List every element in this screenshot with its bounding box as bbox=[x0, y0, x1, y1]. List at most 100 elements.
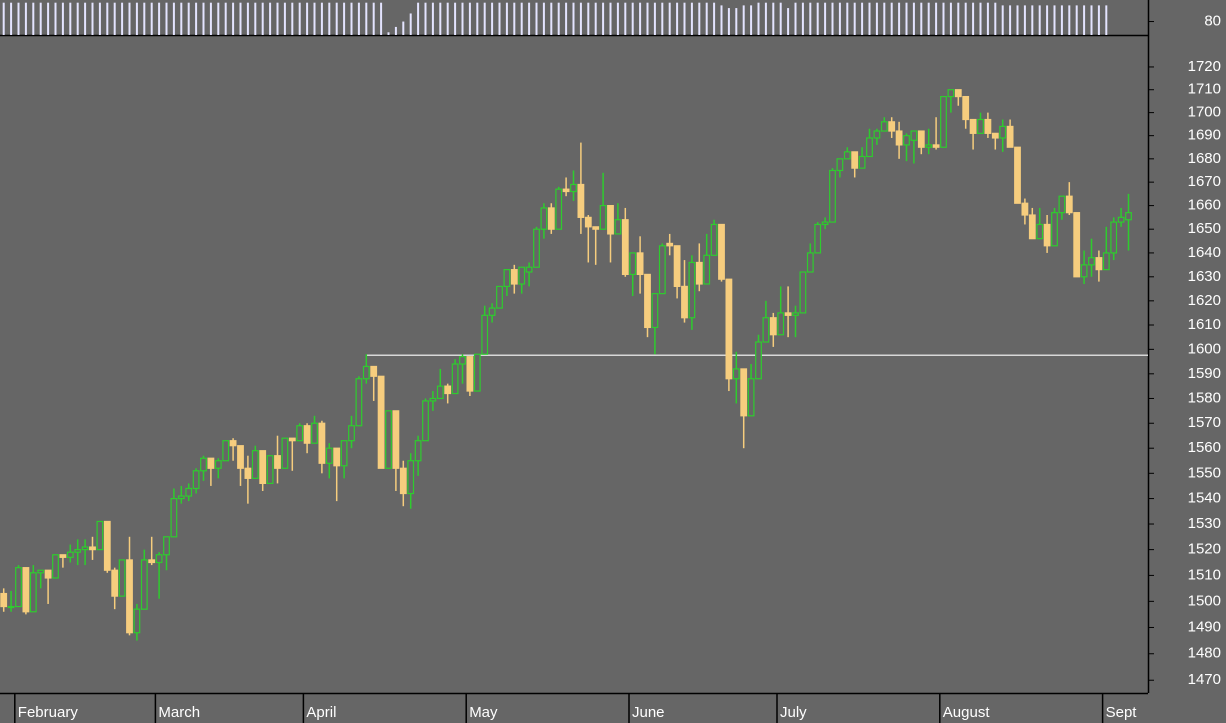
y-tick-label: 1550 bbox=[1188, 464, 1221, 481]
candle-body bbox=[533, 228, 540, 268]
indicator-bar bbox=[861, 2, 864, 36]
candle-body bbox=[925, 144, 933, 148]
candle-body bbox=[259, 450, 267, 484]
candle-body bbox=[607, 204, 614, 235]
candle-body bbox=[59, 554, 67, 558]
y-tick-label: 1520 bbox=[1188, 541, 1221, 558]
candle-body bbox=[843, 151, 851, 160]
y-tick-label: 1630 bbox=[1188, 268, 1221, 285]
indicator-bar bbox=[668, 2, 671, 36]
indicator-bar bbox=[121, 2, 124, 36]
candle-body bbox=[473, 353, 481, 392]
candle-body bbox=[281, 437, 289, 469]
candle-body bbox=[821, 221, 829, 226]
indicator-bar bbox=[520, 2, 523, 36]
candle-body bbox=[185, 487, 193, 497]
candle-body bbox=[836, 158, 844, 172]
candle-body bbox=[148, 559, 156, 564]
y-tick-label: 1700 bbox=[1188, 104, 1221, 121]
indicator-bar bbox=[17, 2, 20, 36]
candle-body bbox=[658, 245, 666, 295]
indicator-bar bbox=[1001, 5, 1004, 36]
candle-body bbox=[570, 183, 577, 193]
candle-body bbox=[362, 365, 370, 380]
indicator-bar bbox=[676, 2, 679, 36]
candle-body bbox=[584, 216, 592, 228]
indicator-bar bbox=[1068, 5, 1071, 36]
indicator-bar bbox=[1031, 5, 1034, 36]
indicator-bar bbox=[232, 2, 235, 36]
indicator-bar bbox=[631, 2, 634, 36]
indicator-bar bbox=[483, 2, 486, 36]
candle-body bbox=[111, 569, 119, 597]
candle-body bbox=[414, 440, 422, 462]
indicator-bar bbox=[254, 2, 257, 36]
candle-body bbox=[348, 425, 355, 442]
candle-body bbox=[155, 554, 163, 564]
indicator-bar bbox=[809, 2, 812, 36]
candle-body bbox=[392, 410, 400, 469]
candle-body bbox=[666, 242, 674, 247]
candle-body bbox=[792, 312, 799, 316]
x-tick-label: April bbox=[306, 704, 336, 721]
indicator-bar bbox=[513, 2, 516, 36]
candle-body bbox=[355, 378, 363, 427]
candle-body bbox=[140, 559, 148, 610]
indicator-bar bbox=[217, 2, 220, 36]
indicator-bar bbox=[1097, 5, 1100, 36]
indicator-bar bbox=[195, 2, 198, 36]
indicator-bar bbox=[890, 2, 893, 36]
candle-body bbox=[873, 130, 881, 139]
indicator-bar bbox=[972, 2, 975, 36]
indicator-bar bbox=[1046, 5, 1049, 36]
indicator-bar bbox=[135, 2, 138, 36]
indicator-bar bbox=[1053, 5, 1056, 36]
indicator-bar bbox=[979, 2, 982, 36]
candle-body bbox=[777, 312, 785, 336]
indicator-bar bbox=[106, 2, 109, 36]
indicator-bar bbox=[269, 2, 272, 36]
indicator-bar bbox=[84, 2, 87, 36]
candle-body bbox=[829, 169, 836, 223]
candle-body bbox=[274, 455, 281, 469]
candle-body bbox=[481, 314, 489, 355]
candle-body bbox=[37, 569, 45, 574]
indicator-bar bbox=[735, 8, 738, 35]
candle-body bbox=[851, 151, 859, 169]
candle-body bbox=[1073, 212, 1081, 278]
indicator-bar bbox=[653, 2, 656, 36]
indicator-bar bbox=[468, 2, 471, 36]
indicator-bar bbox=[720, 5, 723, 36]
y-tick-label: 1590 bbox=[1188, 365, 1221, 382]
indicator-bar bbox=[853, 2, 856, 36]
candle-body bbox=[1080, 264, 1088, 278]
indicator-bar bbox=[986, 2, 989, 36]
indicator-bar bbox=[587, 2, 590, 36]
indicator-bar bbox=[794, 2, 797, 36]
indicator-bar bbox=[387, 32, 390, 35]
candle-body bbox=[96, 520, 104, 551]
candle-body bbox=[540, 207, 548, 230]
candle-body bbox=[200, 457, 207, 472]
indicator-bar bbox=[565, 2, 568, 36]
indicator-bar bbox=[764, 2, 767, 36]
candle-body bbox=[562, 188, 570, 193]
candle-body bbox=[1014, 146, 1021, 204]
candle-body bbox=[718, 223, 725, 280]
indicator-bar bbox=[261, 2, 264, 36]
indicator-bar bbox=[698, 2, 701, 36]
candle-body bbox=[296, 425, 304, 442]
indicator-bar bbox=[1009, 5, 1012, 36]
candle-body bbox=[592, 226, 600, 230]
indicator-bar bbox=[143, 2, 146, 36]
candle-body bbox=[880, 121, 888, 132]
indicator-bar bbox=[454, 2, 457, 36]
candle-body bbox=[22, 567, 30, 613]
indicator-bar bbox=[113, 2, 116, 36]
indicator-bar bbox=[343, 2, 346, 36]
indicator-bar bbox=[180, 2, 183, 36]
indicator-bar bbox=[1038, 5, 1041, 36]
indicator-bar bbox=[357, 2, 360, 36]
